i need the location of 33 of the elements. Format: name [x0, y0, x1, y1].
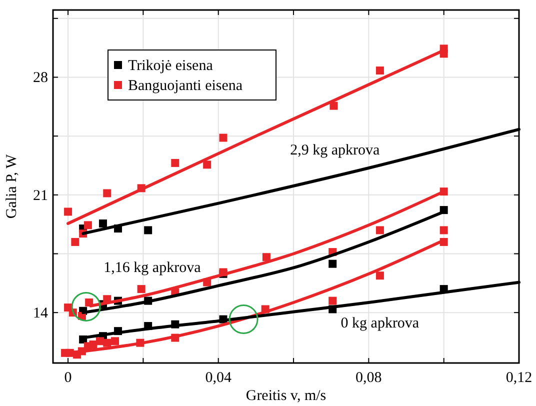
point [376, 226, 384, 234]
annotation: 1,16 kg apkrova [104, 260, 202, 276]
point [64, 208, 72, 216]
annotation: 0 kg apkrova [340, 316, 420, 332]
legend-label: Banguojanti eisena [128, 78, 243, 94]
point [440, 226, 448, 234]
point [262, 253, 270, 262]
point [219, 134, 228, 142]
y-axis-title: Galia P, W [4, 154, 20, 219]
y-tick-label: 28 [33, 70, 48, 86]
annotation: 2,9 kg apkrova [290, 142, 380, 159]
y-tick-label: 21 [33, 188, 48, 204]
point [328, 260, 337, 268]
point [203, 160, 212, 169]
point [144, 226, 152, 234]
point [71, 238, 80, 246]
x-tick-label: 0 [64, 370, 72, 386]
x-tick-label: 0,04 [205, 370, 232, 386]
point [376, 272, 384, 280]
point [328, 296, 337, 305]
point [137, 285, 146, 294]
x-tick-label: 0,08 [356, 370, 382, 386]
point [84, 221, 92, 230]
point [330, 102, 338, 110]
point [376, 66, 384, 75]
point [171, 158, 180, 167]
legend-label: Trikojė eisena [128, 58, 214, 74]
point [111, 337, 120, 346]
x-axis-title: Greitis v, m/s [246, 388, 326, 404]
x-tick-label: 0,12 [506, 370, 532, 386]
point [103, 189, 112, 198]
point [98, 219, 107, 228]
y-tick-label: 14 [33, 306, 48, 322]
